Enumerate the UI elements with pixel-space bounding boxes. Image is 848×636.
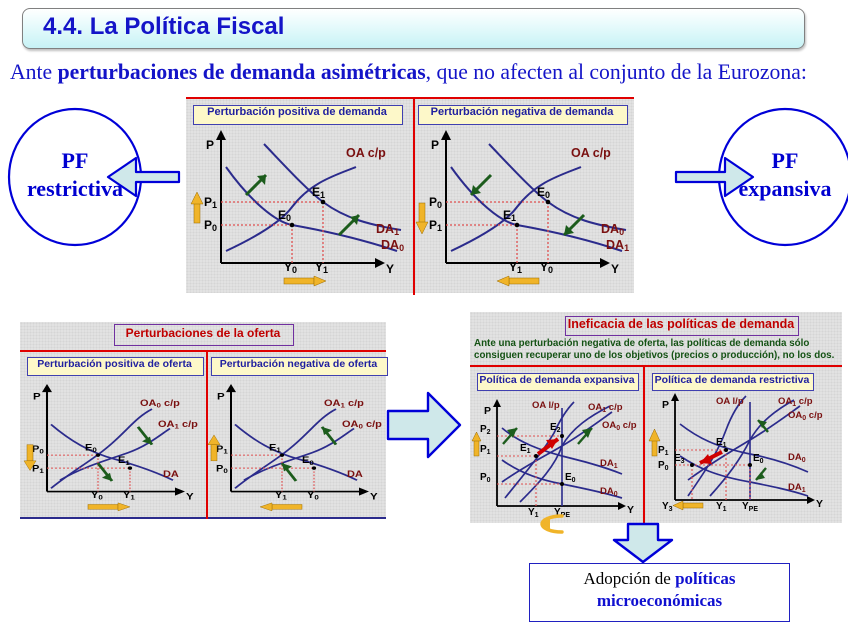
svg-text:E3: E3 <box>674 453 685 465</box>
svg-text:PF: PF <box>772 148 799 173</box>
svg-text:OA l/p: OA l/p <box>532 400 560 411</box>
svg-text:PF: PF <box>62 148 89 173</box>
svg-text:P1: P1 <box>204 195 217 210</box>
svg-text:DA1: DA1 <box>376 222 399 237</box>
svg-text:P0: P0 <box>204 218 217 233</box>
svg-text:P1: P1 <box>216 445 228 456</box>
svg-text:OA1 c/p: OA1 c/p <box>588 402 623 414</box>
svg-text:OA1 c/p: OA1 c/p <box>324 399 364 410</box>
svg-text:Y3: Y3 <box>662 501 673 513</box>
svg-text:DA: DA <box>347 470 363 480</box>
svg-text:P: P <box>484 405 491 417</box>
svg-text:restrictiva: restrictiva <box>27 176 123 201</box>
svg-text:P1: P1 <box>480 444 491 456</box>
svg-text:OA0 c/p: OA0 c/p <box>788 410 823 422</box>
svg-text:E1: E1 <box>312 185 325 200</box>
svg-text:Y: Y <box>627 504 634 516</box>
svg-text:P: P <box>662 399 669 411</box>
svg-text:DA1: DA1 <box>788 482 806 494</box>
svg-text:P: P <box>206 138 214 152</box>
svg-text:P1: P1 <box>658 445 669 457</box>
svg-text:DA0: DA0 <box>600 486 618 498</box>
svg-text:OA1 c/p: OA1 c/p <box>778 396 813 408</box>
svg-text:DA0: DA0 <box>788 452 806 464</box>
svg-text:E0: E0 <box>537 185 550 200</box>
svg-text:P2: P2 <box>480 424 491 436</box>
svg-text:expansiva: expansiva <box>739 176 832 201</box>
svg-text:OA1 c/p: OA1 c/p <box>158 420 198 431</box>
svg-text:Y1: Y1 <box>275 491 287 502</box>
svg-text:E1: E1 <box>269 443 281 454</box>
svg-text:P: P <box>431 138 439 152</box>
svg-text:E1: E1 <box>716 437 727 449</box>
svg-text:P: P <box>217 392 225 402</box>
svg-text:Y: Y <box>386 262 394 276</box>
svg-text:Y0: Y0 <box>307 491 319 502</box>
svg-text:Y1: Y1 <box>528 507 539 519</box>
svg-text:Y: Y <box>816 498 823 510</box>
svg-text:OA c/p: OA c/p <box>571 146 611 160</box>
svg-text:E0: E0 <box>302 456 314 467</box>
svg-text:DA0: DA0 <box>381 238 404 253</box>
svg-text:E0: E0 <box>565 472 576 484</box>
svg-text:P0: P0 <box>216 464 228 475</box>
svg-text:OA l/p: OA l/p <box>716 396 744 407</box>
svg-text:P1: P1 <box>32 464 44 475</box>
svg-text:OA0 c/p: OA0 c/p <box>602 420 637 432</box>
svg-text:P1: P1 <box>429 218 442 233</box>
svg-text:P0: P0 <box>480 472 491 484</box>
svg-text:Y: Y <box>611 262 619 276</box>
svg-text:P0: P0 <box>429 195 442 210</box>
svg-text:DA1: DA1 <box>606 238 629 253</box>
svg-text:OA c/p: OA c/p <box>346 146 386 160</box>
svg-text:P0: P0 <box>658 460 669 472</box>
svg-text:DA1: DA1 <box>600 458 618 470</box>
svg-text:Y: Y <box>370 492 378 502</box>
svg-text:DA: DA <box>163 470 179 480</box>
svg-text:YPE: YPE <box>742 501 758 513</box>
svg-text:E0: E0 <box>753 453 764 465</box>
svg-text:P: P <box>33 392 41 402</box>
svg-text:P0: P0 <box>32 445 44 456</box>
svg-text:Y1: Y1 <box>123 491 135 502</box>
svg-text:E1: E1 <box>118 456 130 467</box>
svg-text:DA0: DA0 <box>601 222 624 237</box>
svg-text:Y1: Y1 <box>716 501 727 513</box>
svg-text:Y: Y <box>186 492 194 502</box>
svg-text:OA0 c/p: OA0 c/p <box>140 399 180 410</box>
svg-text:E0: E0 <box>85 443 97 454</box>
svg-text:Y0: Y0 <box>91 491 103 502</box>
svg-text:OA0 c/p: OA0 c/p <box>342 420 382 431</box>
